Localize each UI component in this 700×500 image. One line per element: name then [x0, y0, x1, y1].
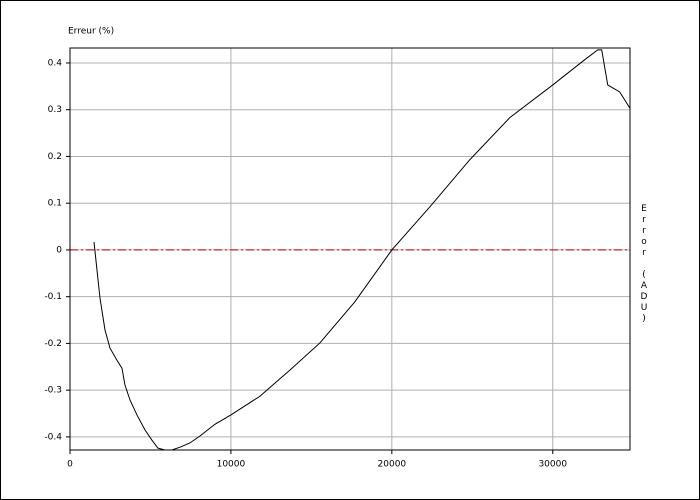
y2-axis-label: Error (ADU): [639, 204, 649, 325]
y-tick-label: -0.3: [44, 386, 62, 396]
y-tick-label: -0.1: [44, 292, 62, 302]
y-tick-label: 0.3: [48, 105, 62, 115]
y-tick-label: 0.2: [48, 152, 62, 162]
plot-area: [70, 48, 630, 450]
x-tick-label: 0: [67, 460, 73, 470]
plot-border: [69, 47, 631, 451]
data-line: [93, 49, 631, 451]
x-tick-label: 20000: [378, 460, 407, 470]
y-tick-label: 0: [56, 245, 62, 255]
y-tick-label: 0.4: [48, 58, 63, 68]
x-tick-label: 10000: [217, 460, 246, 470]
x-tick-label: 30000: [538, 460, 567, 470]
y-tick-label: -0.4: [44, 432, 62, 442]
y-tick-label: 0.1: [48, 199, 62, 209]
y-tick-label: -0.2: [44, 339, 62, 349]
y-axis-label: Erreur (%): [68, 27, 114, 37]
